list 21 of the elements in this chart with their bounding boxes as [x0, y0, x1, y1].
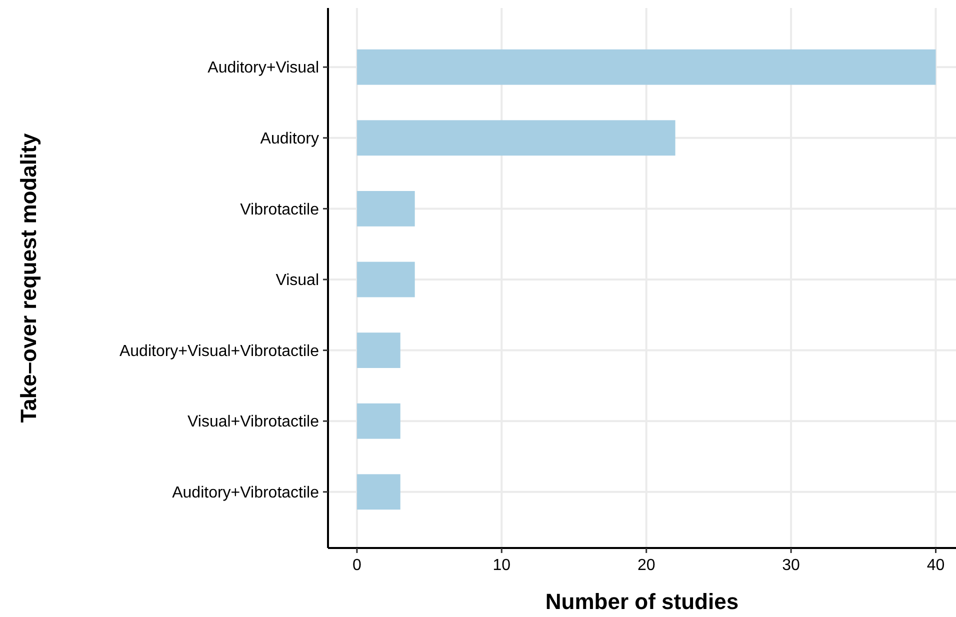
bar — [356, 332, 400, 368]
x-tick-label: 30 — [782, 557, 800, 574]
x-tick-label: 0 — [352, 557, 362, 574]
y-axis-title: Take–over request modality — [16, 132, 41, 423]
y-tick-label: Auditory+Visual — [208, 60, 319, 77]
x-tick-label: 10 — [492, 557, 511, 574]
y-tick-label: Visual — [276, 272, 319, 290]
bar — [356, 49, 936, 85]
bar — [356, 403, 400, 439]
bar — [356, 474, 400, 510]
y-tick-label: Auditory — [260, 130, 319, 148]
x-tick-label: 20 — [637, 557, 656, 574]
x-axis-title: Number of studies — [545, 589, 739, 614]
y-tick-label: Auditory+Visual+Vibrotactile — [119, 342, 320, 360]
y-tick-label: Visual+Vibrotactile — [188, 414, 320, 431]
y-tick-label: Auditory+Vibrotactile — [172, 484, 320, 502]
bar — [356, 120, 676, 156]
x-tick-label: 40 — [926, 557, 945, 574]
bar — [356, 262, 415, 298]
y-tick-label: Vibrotactile — [240, 201, 320, 218]
bar — [356, 191, 415, 226]
